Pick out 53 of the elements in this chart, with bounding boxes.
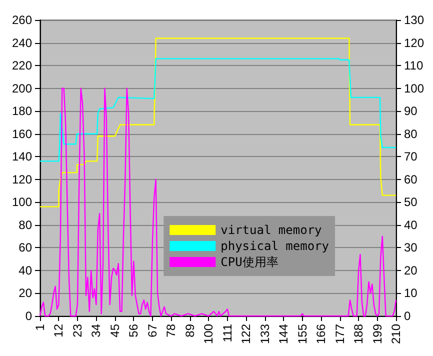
x-tick-label: 111 (220, 324, 234, 342)
y2-tick-label: 100 (404, 81, 424, 96)
x-tick-label: 67 (145, 324, 160, 338)
y2-tick-label: 30 (404, 240, 418, 255)
x-tick-label: 188 (352, 324, 366, 344)
x-tick-label: 89 (182, 324, 197, 338)
x-tick-label: 12 (52, 324, 66, 338)
y2-tick-label: 130 (404, 13, 424, 27)
y2-tick-label: 70 (404, 150, 418, 164)
x-tick-label: 122 (239, 324, 254, 344)
legend-label: physical memory (220, 239, 330, 253)
y-tick-label: 220 (12, 58, 32, 73)
x-tick-label: 199 (370, 324, 384, 344)
x-tick-label: 1 (33, 324, 47, 331)
y-tick-label: 160 (12, 126, 32, 141)
x-tick-label: 100 (202, 324, 216, 344)
y-tick-label: 200 (12, 81, 32, 96)
y-tick-label: 60 (18, 240, 32, 255)
line-series (39, 38, 397, 208)
y-tick-label: 120 (12, 172, 32, 186)
x-tick-label: 56 (126, 324, 141, 338)
x-tick-label: 166 (314, 324, 328, 344)
y-tick-label: 260 (12, 13, 32, 27)
x-tick-label: 45 (108, 324, 122, 338)
y2-tick-label: 10 (404, 286, 418, 300)
y-tick-label: 0 (25, 309, 32, 323)
y2-tick-label: 40 (404, 218, 418, 232)
x-tick-label: 23 (70, 324, 84, 338)
y2-tick-label: 0 (404, 309, 411, 323)
line-series (39, 58, 397, 162)
y-tick-label: 240 (12, 36, 32, 50)
legend-label: virtual memory (220, 223, 322, 237)
y2-tick-label: 60 (404, 172, 418, 186)
y2-tick-label: 120 (404, 36, 424, 50)
y2-tick-label: 80 (404, 126, 418, 141)
x-tick-label: 144 (276, 324, 291, 344)
x-tick-label: 133 (258, 324, 272, 344)
x-tick-label: 210 (389, 324, 403, 344)
x-tick-label: 155 (295, 324, 310, 344)
y-tick-label: 100 (12, 195, 32, 210)
y2-tick-label: 110 (404, 58, 424, 73)
y2-tick-label: 20 (404, 263, 418, 278)
y-tick-label: 140 (12, 150, 32, 164)
y2-tick-label: 90 (404, 104, 418, 118)
y-tick-label: 80 (18, 218, 32, 232)
legend-label: CPU使用率 (220, 255, 278, 269)
y-tick-label: 40 (18, 263, 32, 278)
y-tick-label: 20 (18, 286, 32, 300)
x-tick-label: 34 (89, 324, 104, 338)
y2-tick-label: 50 (404, 195, 418, 210)
x-tick-label: 78 (164, 324, 178, 338)
y-tick-label: 180 (12, 104, 32, 118)
x-tick-label: 177 (332, 324, 347, 344)
